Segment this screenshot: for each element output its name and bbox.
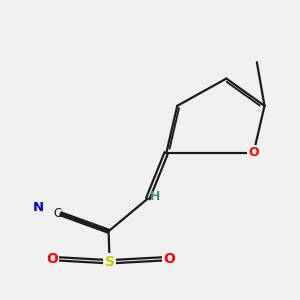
Text: S: S — [105, 255, 115, 269]
Text: H: H — [150, 190, 160, 203]
Text: O: O — [248, 146, 259, 159]
Text: N: N — [33, 201, 44, 214]
Text: O: O — [46, 251, 58, 266]
Text: O: O — [164, 251, 176, 266]
Text: C: C — [53, 207, 61, 220]
